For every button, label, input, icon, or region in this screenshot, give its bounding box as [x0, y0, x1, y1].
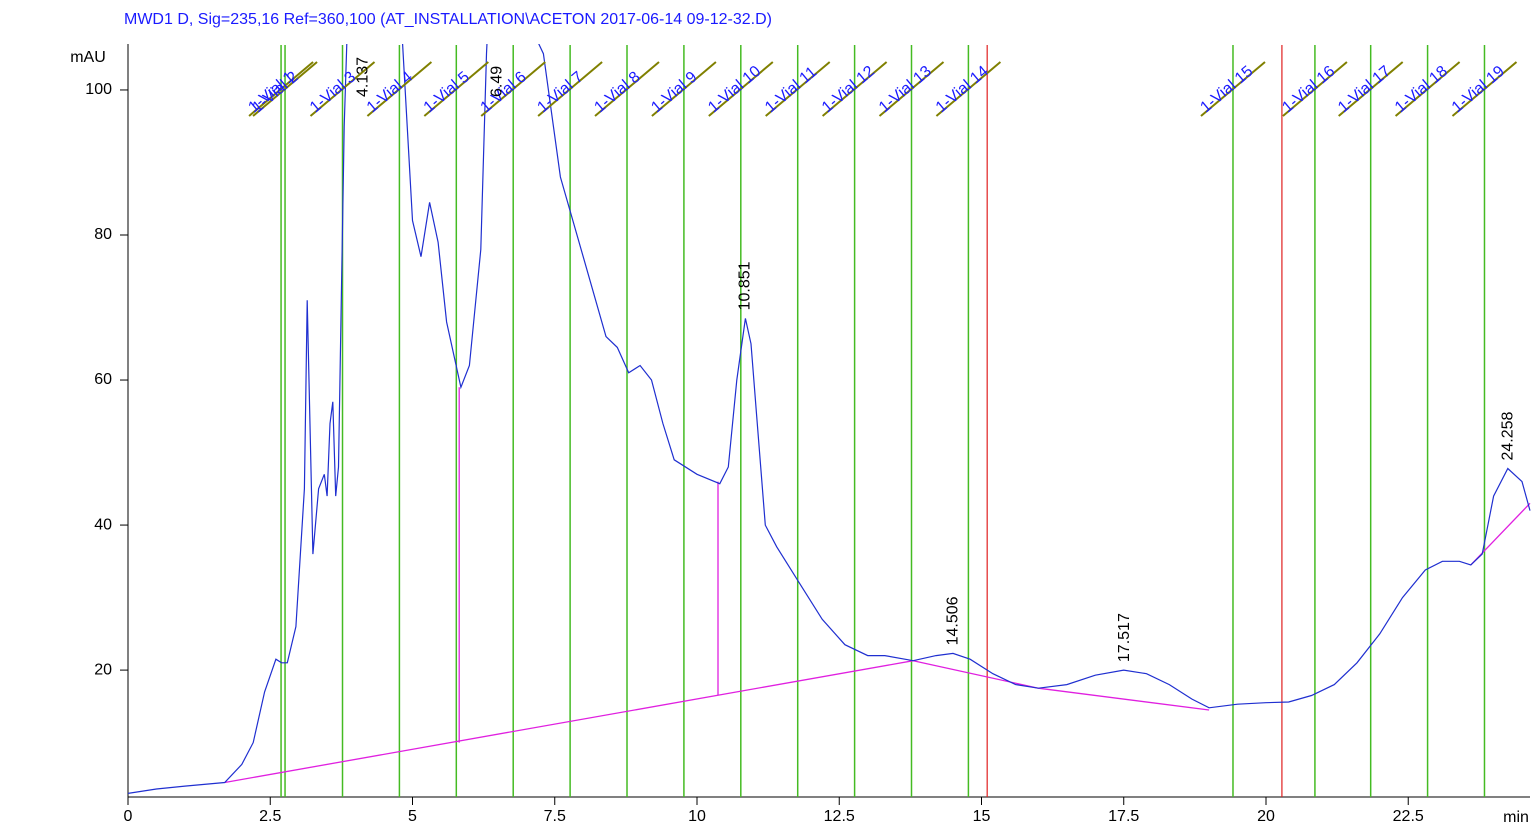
event-underline [423, 61, 489, 117]
y-tick-label: 80 [94, 226, 112, 243]
peak-label: 24.258 [1499, 411, 1516, 460]
peak-label: 4.137 [355, 57, 372, 97]
event-label: 1-Vial 11 [762, 64, 820, 117]
x-tick-label: 12.5 [824, 808, 855, 825]
x-tick-label: 0 [124, 808, 133, 825]
baseline [1470, 502, 1531, 566]
peak-label: 14.506 [945, 596, 962, 645]
event-label: 1-Vial 16 [1279, 63, 1338, 117]
signal-trace [128, 44, 1531, 794]
event-underline [537, 61, 603, 117]
peak-label: 6.49 [488, 66, 505, 97]
y-tick-label: 100 [85, 81, 112, 98]
x-tick-label: 15 [973, 808, 991, 825]
baseline [1038, 687, 1210, 711]
event-underline [248, 61, 314, 117]
y-tick-label: 20 [94, 661, 112, 678]
event-label: 1-Vial 9 [648, 69, 700, 117]
x-axis-label: min [1503, 809, 1529, 826]
x-tick-label: 7.5 [544, 808, 566, 825]
event-underline [366, 61, 433, 117]
x-tick-label: 20 [1257, 808, 1275, 825]
event-underline [1451, 61, 1518, 117]
event-label: 1-Vial 3 [307, 69, 359, 117]
event-underline [821, 61, 888, 117]
chart-title: MWD1 D, Sig=235,16 Ref=360,100 (AT_INSTA… [124, 11, 772, 28]
x-tick-label: 22.5 [1393, 808, 1424, 825]
plot-area [128, 44, 1531, 797]
event-underline [480, 61, 546, 117]
event-underline [935, 61, 1002, 117]
x-tick-label: 17.5 [1108, 808, 1139, 825]
peak-label: 17.517 [1116, 613, 1133, 662]
event-label: 1-Vial 7 [534, 69, 586, 117]
event-label: 1-Vial 19 [1449, 63, 1508, 117]
event-label: 1-Vial 13 [876, 63, 935, 117]
event-label: 1-Vial 5 [421, 69, 473, 117]
event-underline [1338, 61, 1404, 117]
event-underline [309, 61, 376, 117]
event-label: 1-Vial 10 [705, 63, 764, 117]
event-underline [708, 61, 774, 117]
x-tick-label: 10 [688, 808, 706, 825]
event-label: 1-Vial 17 [1335, 63, 1394, 117]
event-label: 1-Vial 15 [1197, 63, 1256, 117]
event-label: 1-Vial 12 [819, 63, 878, 117]
peak-label: 10.851 [737, 261, 754, 310]
event-label: 1-Vial 8 [591, 69, 643, 117]
x-tick-label: 2.5 [259, 808, 281, 825]
event-underline [252, 61, 318, 117]
event-underline [765, 61, 831, 117]
event-underline [1282, 61, 1348, 117]
baseline [224, 660, 914, 784]
event-label: 1-Vial 18 [1392, 63, 1451, 117]
event-underline [878, 61, 945, 117]
event-underline [651, 61, 717, 117]
y-axis-label: mAU [70, 49, 106, 66]
baseline [913, 660, 1039, 689]
y-tick-label: 40 [94, 516, 112, 533]
y-tick-label: 60 [94, 371, 112, 388]
event-underline [1394, 61, 1461, 117]
event-underline [594, 61, 660, 117]
event-underline [1200, 61, 1266, 117]
event-label: 1-Vial 14 [933, 63, 992, 117]
x-tick-label: 5 [408, 808, 417, 825]
